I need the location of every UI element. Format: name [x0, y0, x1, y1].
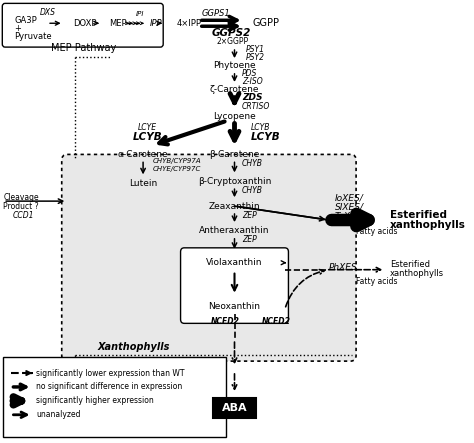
Text: CHYE/CYP97C: CHYE/CYP97C — [152, 166, 201, 172]
Text: Pyruvate: Pyruvate — [14, 32, 52, 41]
Text: Fatty acids: Fatty acids — [356, 277, 398, 286]
Text: Fatty acids: Fatty acids — [356, 227, 398, 237]
Text: SIXES/: SIXES/ — [335, 202, 364, 212]
Text: PSY2: PSY2 — [246, 53, 264, 62]
Text: xanthophylls: xanthophylls — [390, 269, 444, 278]
Text: Product ?: Product ? — [3, 202, 39, 210]
Text: 4×IPP: 4×IPP — [177, 19, 202, 28]
Text: IoXES/: IoXES/ — [335, 194, 364, 202]
Text: NCED2: NCED2 — [211, 317, 240, 326]
Text: PSY1: PSY1 — [246, 45, 264, 54]
Text: LCYB: LCYB — [251, 132, 281, 141]
Text: GGPS2: GGPS2 — [212, 28, 251, 38]
Text: CRTISO: CRTISO — [242, 102, 270, 111]
Text: Xanthophylls: Xanthophylls — [98, 342, 170, 352]
Text: Violaxanthin: Violaxanthin — [206, 258, 263, 267]
FancyBboxPatch shape — [2, 4, 163, 47]
Text: significantly higher expression: significantly higher expression — [36, 396, 154, 405]
Text: CHYB: CHYB — [242, 159, 263, 168]
Text: Esterified: Esterified — [390, 210, 447, 220]
Text: ABA: ABA — [222, 403, 247, 413]
Text: α-Carotene: α-Carotene — [118, 150, 168, 159]
Text: GA3P: GA3P — [14, 16, 37, 25]
Text: Lycopene: Lycopene — [213, 112, 256, 121]
Text: IPI: IPI — [136, 12, 145, 17]
Text: LCYB: LCYB — [251, 123, 271, 132]
Text: Phytoene: Phytoene — [213, 62, 256, 70]
Text: significantly lower expression than WT: significantly lower expression than WT — [36, 369, 185, 377]
Text: ζ-Carotene: ζ-Carotene — [210, 85, 259, 94]
Text: IPP: IPP — [149, 19, 162, 28]
Text: PDS: PDS — [242, 70, 257, 78]
Text: LCYB: LCYB — [133, 132, 163, 141]
Text: ZEP: ZEP — [242, 235, 256, 245]
Text: 2×GGPP: 2×GGPP — [216, 37, 248, 46]
Text: Z-ISO: Z-ISO — [242, 78, 263, 86]
Text: TeXES: TeXES — [335, 212, 363, 221]
Text: Antheraxanthin: Antheraxanthin — [199, 226, 270, 235]
FancyBboxPatch shape — [181, 248, 289, 323]
Text: β-Cryptoxanthin: β-Cryptoxanthin — [198, 177, 271, 186]
Text: CHYB/CYP97A: CHYB/CYP97A — [152, 159, 201, 164]
FancyBboxPatch shape — [62, 155, 356, 361]
Text: MEP Pathway: MEP Pathway — [51, 43, 116, 53]
Text: unanalyzed: unanalyzed — [36, 410, 81, 419]
Text: PhXES: PhXES — [328, 263, 357, 272]
Text: Cleavage: Cleavage — [3, 193, 39, 202]
Text: Lutein: Lutein — [129, 179, 157, 188]
Text: Neoxanthin: Neoxanthin — [209, 302, 261, 311]
Text: xanthophylls: xanthophylls — [390, 220, 466, 230]
Text: ZDS: ZDS — [242, 93, 262, 102]
Text: CCD1: CCD1 — [12, 210, 34, 220]
Text: GGPP: GGPP — [253, 18, 280, 28]
FancyArrowPatch shape — [286, 270, 324, 307]
Text: LCYE: LCYE — [138, 123, 157, 132]
Text: β-Carotene: β-Carotene — [210, 150, 260, 159]
Text: GGPS1: GGPS1 — [202, 9, 230, 18]
Text: Zeaxanthin: Zeaxanthin — [209, 202, 260, 210]
Text: CHYB: CHYB — [242, 186, 263, 194]
Text: DXS: DXS — [40, 8, 56, 17]
Text: ZEP: ZEP — [242, 210, 256, 220]
FancyBboxPatch shape — [213, 398, 255, 418]
Text: DOXP: DOXP — [73, 19, 96, 28]
Text: +: + — [14, 24, 21, 33]
Text: NCED2: NCED2 — [262, 317, 291, 326]
Text: MEP: MEP — [109, 19, 127, 28]
Text: Esterified: Esterified — [390, 260, 430, 269]
FancyBboxPatch shape — [3, 357, 226, 437]
Text: no significant difference in expression: no significant difference in expression — [36, 382, 182, 392]
